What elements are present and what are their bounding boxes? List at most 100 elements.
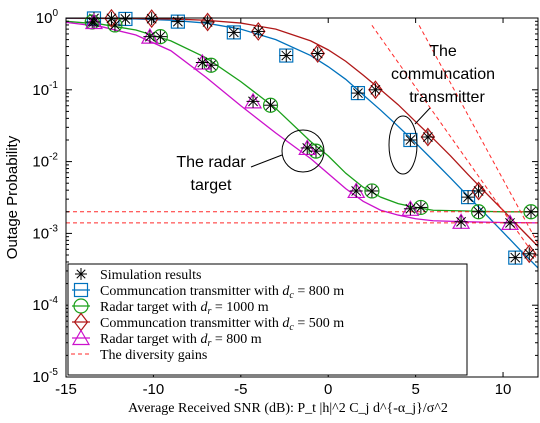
simulation-asterisk-2-1 — [145, 12, 159, 26]
simulation-asterisk-3-1-stroke — [144, 31, 155, 42]
legend-label-2: Radar target with dr = 1000 m — [100, 300, 269, 317]
annotation-communication-line-1: communcation — [391, 66, 495, 83]
simulation-asterisk-1-4-stroke — [265, 100, 276, 111]
simulation-asterisk-1-5 — [309, 144, 323, 158]
simulation-asterisk-2-3-stroke — [253, 26, 264, 37]
simulation-asterisk-3-8-stroke — [505, 217, 515, 228]
x-tick-label: 5 — [411, 381, 419, 398]
legend-label-symbol: d — [200, 332, 208, 347]
legend-label-3: Communcation transmitter with dc = 500 m — [100, 316, 344, 333]
legend-box — [67, 263, 468, 376]
legend-label-text: = 1000 m — [211, 300, 268, 315]
legend-label-text: = 800 m — [294, 284, 344, 299]
simulation-asterisk-3-8 — [503, 216, 517, 230]
annotation-communication-line-0: The — [429, 43, 457, 60]
simulation-asterisk-2-4 — [311, 47, 325, 61]
simulation-asterisk-2-1-stroke — [146, 13, 157, 24]
legend-label-subscript: c — [289, 322, 294, 333]
simulation-asterisk-2-6 — [421, 130, 435, 144]
annotation-ellipse-communication — [388, 115, 418, 175]
y-tick-exponent: -2 — [49, 152, 58, 163]
simulation-asterisk-3-6-stroke — [405, 203, 416, 214]
annotation-layer: The communcation transmitter The radar targe… — [176, 43, 495, 194]
simulation-asterisk-0-4 — [279, 49, 293, 63]
y-tick-label: 10-3 — [32, 223, 58, 242]
series-line-diamond — [66, 18, 538, 247]
legend-label-text: Radar target with — [100, 332, 200, 347]
simulation-asterisk-1-6 — [365, 184, 379, 198]
y-tick-exponent: -4 — [49, 295, 58, 306]
simulation-asterisk-2-5-stroke — [370, 84, 381, 95]
circle-marker-3 — [203, 57, 219, 73]
diamond-marker-8 — [522, 244, 537, 264]
simulation-asterisk-3-3-stroke — [248, 96, 259, 107]
legend-label-text: Communcation transmitter with — [100, 316, 282, 331]
simulation-asterisk-1-9-stroke — [526, 206, 536, 217]
y-tick-exponent: -3 — [49, 223, 58, 234]
legend-simulation-icon-stroke — [76, 269, 86, 279]
simulation-asterisk-3-0 — [87, 15, 101, 29]
marker-layer — [84, 8, 539, 265]
simulation-asterisk-3-3 — [246, 94, 260, 108]
simulation-asterisk-2-2 — [201, 15, 215, 29]
series-layer — [66, 18, 538, 269]
legend-simulation-icon — [75, 268, 87, 280]
circle-marker-6 — [364, 183, 380, 199]
x-axis-label: Average Received SNR (dB): P_t |h|^2 C_j… — [128, 401, 448, 416]
diamond-marker-5 — [368, 80, 383, 100]
diamond-marker-7 — [471, 181, 486, 201]
simulation-asterisk-3-4 — [300, 141, 314, 155]
simulation-asterisk-2-6-stroke — [422, 132, 433, 142]
legend-square-icon — [73, 282, 89, 298]
simulation-asterisk-2-7-stroke — [473, 186, 484, 196]
simulation-asterisk-0-2-stroke — [172, 16, 183, 27]
simulation-asterisk-0-1-stroke — [120, 14, 131, 24]
annotation-pointer-radar — [250, 154, 283, 168]
legend-label-subscript: r — [207, 306, 211, 317]
legend-label-5: The diversity gains — [100, 348, 207, 363]
simulation-asterisk-3-2-stroke — [197, 57, 208, 68]
x-tick-label: -5 — [234, 381, 247, 398]
diamond-marker-4 — [310, 44, 325, 64]
simulation-asterisk-1-7-stroke — [415, 202, 426, 213]
y-tick-label: 10-1 — [32, 80, 58, 99]
simulation-asterisk-2-2-stroke — [202, 17, 213, 27]
y-tick-exponent: -1 — [49, 80, 58, 91]
series-line-square — [66, 18, 538, 269]
simulation-asterisk-1-3 — [204, 58, 218, 72]
annotation-ellipse-radar — [281, 129, 325, 173]
simulation-asterisk-0-3-stroke — [228, 27, 239, 38]
simulation-asterisk-1-6-stroke — [366, 186, 377, 196]
simulation-asterisk-0-4-stroke — [281, 50, 292, 61]
simulation-asterisk-0-7-stroke — [463, 192, 474, 203]
diamond-marker-0 — [104, 8, 119, 28]
series-line-circle — [66, 20, 538, 213]
circle-marker-4 — [262, 97, 279, 113]
y-tick-label: 100 — [36, 8, 59, 27]
x-tick-label: 10 — [495, 381, 512, 398]
legend-label-subscript: c — [289, 290, 294, 301]
x-tick-label: -10 — [143, 381, 165, 398]
annotation-pointer-communication — [414, 107, 431, 125]
legend-label-text: Communcation transmitter with — [100, 284, 282, 299]
legend-label-text: = 800 m — [211, 332, 261, 347]
legend-label-1: Communcation transmitter with dc = 800 m — [100, 284, 344, 301]
annotation-radar-line-1: target — [191, 177, 232, 194]
simulation-asterisk-1-3-stroke — [206, 60, 217, 71]
simulation-asterisk-2-7 — [472, 184, 486, 198]
legend-label-symbol: d — [282, 284, 290, 299]
y-tick-label: 10-4 — [32, 295, 58, 314]
simulation-asterisk-1-4 — [264, 98, 278, 112]
x-tick-label: 0 — [324, 381, 332, 398]
simulation-asterisk-1-8 — [472, 205, 486, 219]
simulation-asterisk-0-5 — [351, 86, 365, 100]
y-tick-exponent: -5 — [49, 367, 58, 378]
simulation-asterisk-0-3 — [227, 25, 241, 39]
annotation-communication-line-2: transmitter — [409, 89, 485, 106]
diamond-marker-6 — [420, 127, 436, 147]
simulation-asterisk-3-1 — [143, 30, 157, 44]
simulation-asterisk-0-6-stroke — [405, 135, 416, 145]
simulation-asterisk-1-7 — [414, 200, 428, 214]
